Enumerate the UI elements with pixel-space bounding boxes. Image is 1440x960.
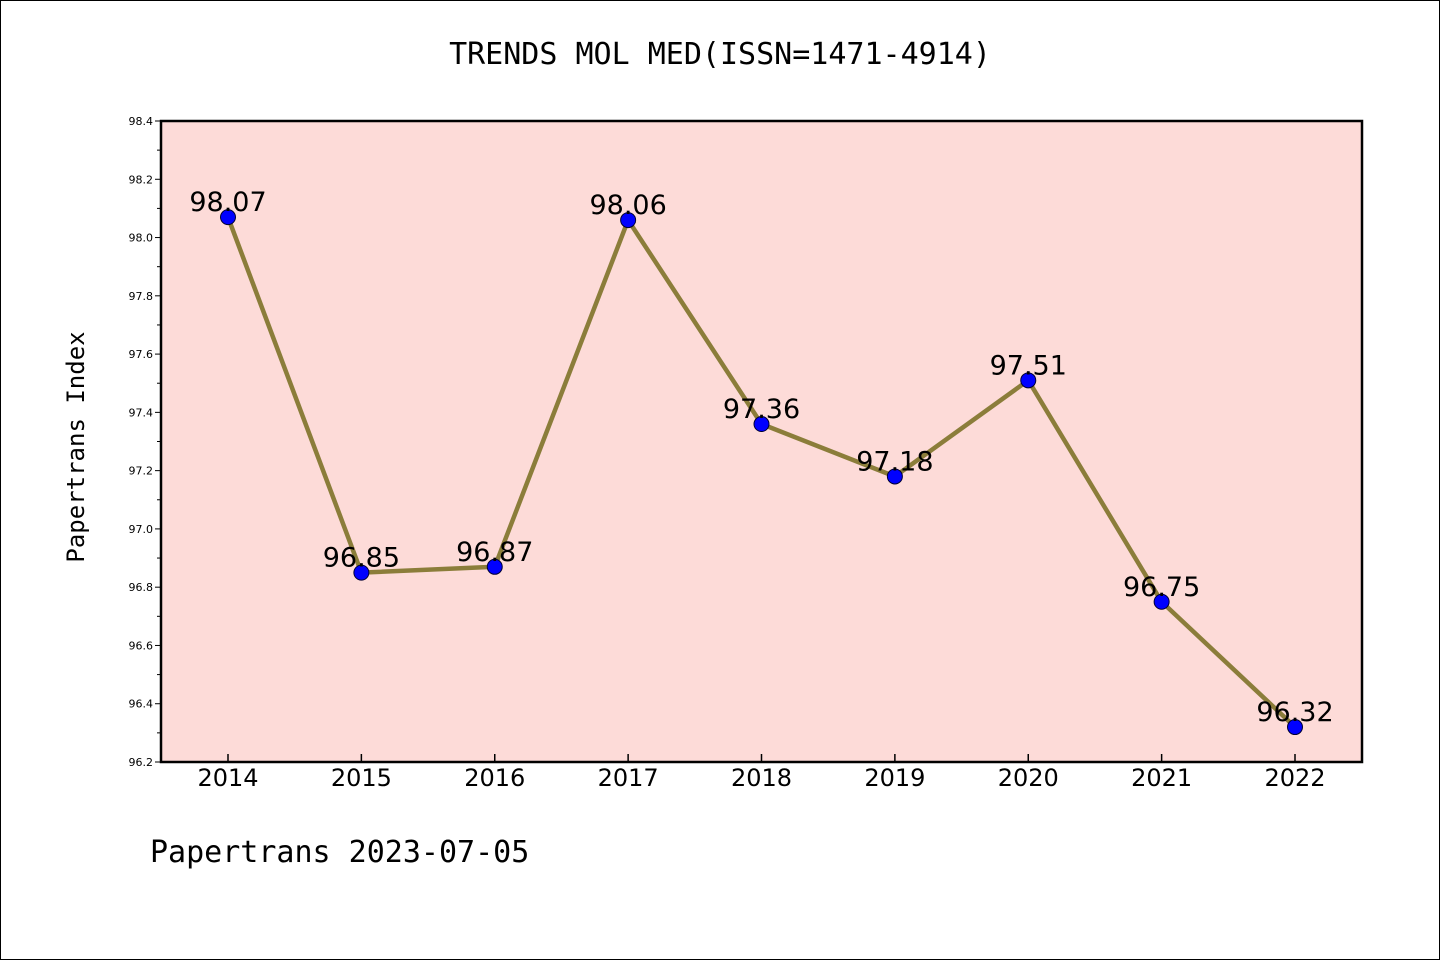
plot-frame [159,119,1364,764]
y-tick-label: 98.4 [129,115,154,128]
footer-text: Papertrans 2023-07-05 [150,835,530,870]
data-point [486,558,503,575]
y-axis-ticks: 96.2 96.4 96.6 96.8 97.0 97.2 97.4 97.6 97.8 98.0… [129,115,161,769]
x-tick-label: 2017 [598,764,659,792]
y-tick-label: 97.6 [129,348,154,361]
x-tick-label: 2015 [331,764,392,792]
x-tick-label: 2016 [464,764,525,792]
data-label: 98.07 [189,187,266,218]
y-tick-label: 97.8 [129,290,154,303]
y-tick-label: 98.2 [129,173,154,186]
data-label: 98.06 [589,190,666,221]
data-label: 96.87 [456,537,533,568]
y-tick-label: 97.0 [129,523,154,536]
y-tick-label: 96.2 [129,756,154,769]
x-tick-label: 2020 [998,764,1059,792]
data-point [620,212,637,229]
data-label: 97.18 [856,446,933,477]
x-tick-label: 2022 [1264,764,1325,792]
data-point [220,209,236,226]
x-axis-ticks: 2014 2015 2016 2017 2018 2019 2020 2021 2022 [197,754,1326,792]
x-tick-label: 2019 [864,764,925,792]
y-tick-label: 98.0 [129,232,154,245]
x-tick-label: 2014 [197,764,258,792]
y-tick-label: 96.4 [129,698,154,711]
data-point [1287,719,1303,736]
data-point [1020,372,1037,389]
y-tick-label: 96.6 [129,639,154,652]
plot-area [161,121,1362,762]
chart-title: TRENDS MOL MED(ISSN=1471-4914) [449,37,991,72]
data-point [353,564,370,581]
data-point [753,416,770,433]
data-label: 96.32 [1256,697,1333,728]
data-point [1153,593,1170,610]
y-tick-label: 97.2 [129,465,154,478]
data-label: 96.85 [323,543,400,574]
data-points [220,209,1303,736]
data-labels: 98.07 96.85 96.87 98.06 97.36 97.18 97.51 96.75… [189,187,1333,728]
x-tick-label: 2021 [1131,764,1192,792]
data-point [886,468,903,485]
x-tick-label: 2018 [731,764,792,792]
data-label: 97.36 [723,394,800,425]
data-label: 97.51 [990,350,1067,381]
data-label: 96.75 [1123,572,1200,603]
y-tick-label: 96.8 [129,581,154,594]
y-tick-label: 97.4 [129,406,154,419]
